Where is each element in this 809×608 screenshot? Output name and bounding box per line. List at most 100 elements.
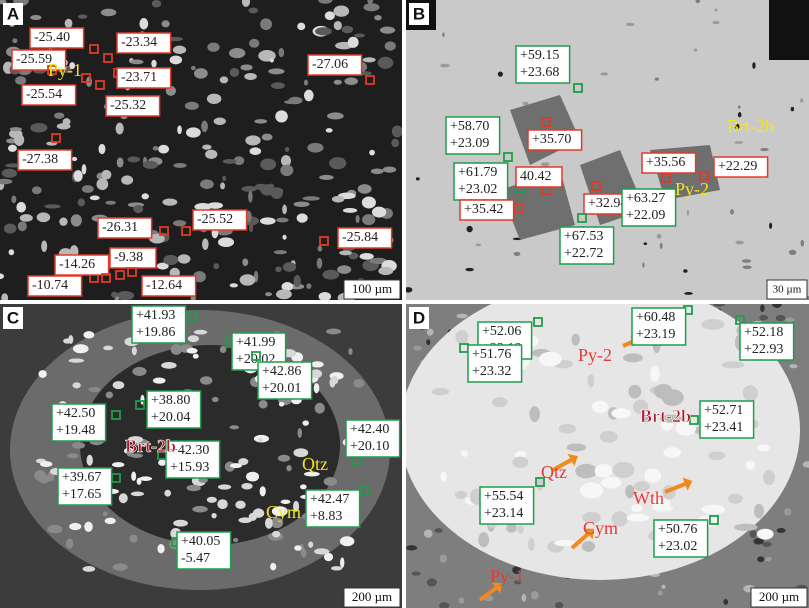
scale-bar-label: 200 µm — [759, 589, 799, 604]
value-label: +20.04 — [151, 410, 190, 425]
grain — [310, 361, 324, 368]
value-label: +20.10 — [350, 439, 389, 454]
grain — [361, 196, 376, 209]
grain — [323, 477, 338, 486]
grain — [652, 493, 667, 507]
grain — [86, 454, 93, 466]
value-label: +67.53 — [564, 229, 603, 244]
grain — [245, 135, 261, 146]
grain — [296, 213, 308, 223]
value-box — [307, 54, 363, 76]
grain — [69, 62, 76, 70]
grain — [329, 157, 347, 170]
value-box — [165, 440, 221, 479]
grain — [654, 77, 659, 81]
grain — [659, 242, 663, 249]
grain — [374, 15, 382, 21]
grain — [286, 465, 292, 472]
grain — [202, 238, 209, 250]
grain — [261, 133, 273, 141]
value-label: +52.06 — [482, 324, 521, 339]
grain — [708, 451, 726, 461]
value-label: +22.09 — [626, 208, 665, 223]
grain — [71, 442, 86, 449]
grain — [735, 240, 744, 245]
value-label: 40.42 — [520, 169, 552, 184]
grain — [769, 222, 773, 229]
grain — [512, 456, 529, 468]
grain — [105, 200, 116, 205]
mineral-label: Py-2 — [675, 179, 709, 199]
grain — [282, 262, 297, 272]
grain — [439, 602, 450, 608]
mineral-label: Brt-2b — [727, 116, 774, 136]
grain — [752, 62, 756, 69]
grain — [280, 155, 292, 167]
scale-bar-label: 200 µm — [352, 589, 392, 604]
grain — [116, 157, 124, 168]
analysis-spot — [319, 236, 329, 246]
panel-d: D 200 µm +60.48 +23.19 +52.18 +22.93 +52.06 +23… — [409, 305, 808, 608]
grain — [611, 511, 628, 527]
grain — [193, 68, 208, 79]
grain — [0, 273, 5, 280]
grain — [661, 584, 666, 589]
grain — [431, 387, 450, 396]
grain — [575, 463, 598, 479]
grain — [512, 566, 522, 575]
value-label: +22.72 — [564, 246, 603, 261]
value-label: +19.86 — [136, 325, 175, 340]
grain — [363, 3, 380, 12]
value-label: +32.94 — [588, 196, 627, 211]
arrow-shaft — [664, 482, 686, 494]
grain — [314, 548, 330, 555]
grain — [65, 538, 74, 549]
value-label: +61.79 — [458, 165, 497, 180]
grain — [530, 590, 539, 600]
grain — [280, 164, 294, 177]
grain — [259, 217, 276, 225]
value-box — [176, 531, 232, 570]
grain — [277, 454, 291, 462]
grain — [161, 20, 170, 28]
grain — [303, 79, 309, 86]
scale-bar-box — [343, 279, 401, 300]
grain — [354, 33, 365, 38]
grain — [382, 166, 397, 173]
panel-a: A 100 µm -25.40 -23.34 -25.59 -23.71 -25.54 -25… — [3, 3, 401, 300]
grain — [206, 496, 217, 503]
grain — [440, 471, 447, 482]
grain — [11, 195, 17, 204]
grain — [211, 512, 217, 519]
grain — [158, 144, 170, 154]
grain — [241, 482, 253, 490]
grain — [327, 112, 344, 120]
grain — [254, 119, 268, 124]
panel-letter-box — [3, 307, 23, 329]
grain — [81, 185, 94, 193]
value-label: +42.86 — [262, 364, 301, 379]
analysis-spot — [89, 44, 99, 54]
grain — [192, 353, 199, 359]
value-label: -23.71 — [121, 70, 157, 85]
grain — [379, 26, 396, 34]
grain — [201, 120, 208, 133]
grain — [0, 178, 13, 185]
value-label: +38.80 — [151, 393, 190, 408]
grain — [130, 59, 144, 65]
grain — [41, 240, 48, 253]
value-box — [739, 322, 795, 361]
grain — [306, 283, 312, 289]
grain — [233, 156, 245, 165]
grain — [626, 513, 650, 522]
grain — [240, 64, 253, 71]
void — [769, 0, 809, 60]
grain — [741, 259, 752, 263]
analysis-spot — [503, 152, 513, 162]
value-box — [305, 489, 361, 528]
grain — [244, 73, 257, 80]
grain — [177, 125, 182, 135]
grain — [213, 263, 220, 270]
arrow-shaft — [570, 532, 590, 550]
grain — [653, 383, 673, 399]
